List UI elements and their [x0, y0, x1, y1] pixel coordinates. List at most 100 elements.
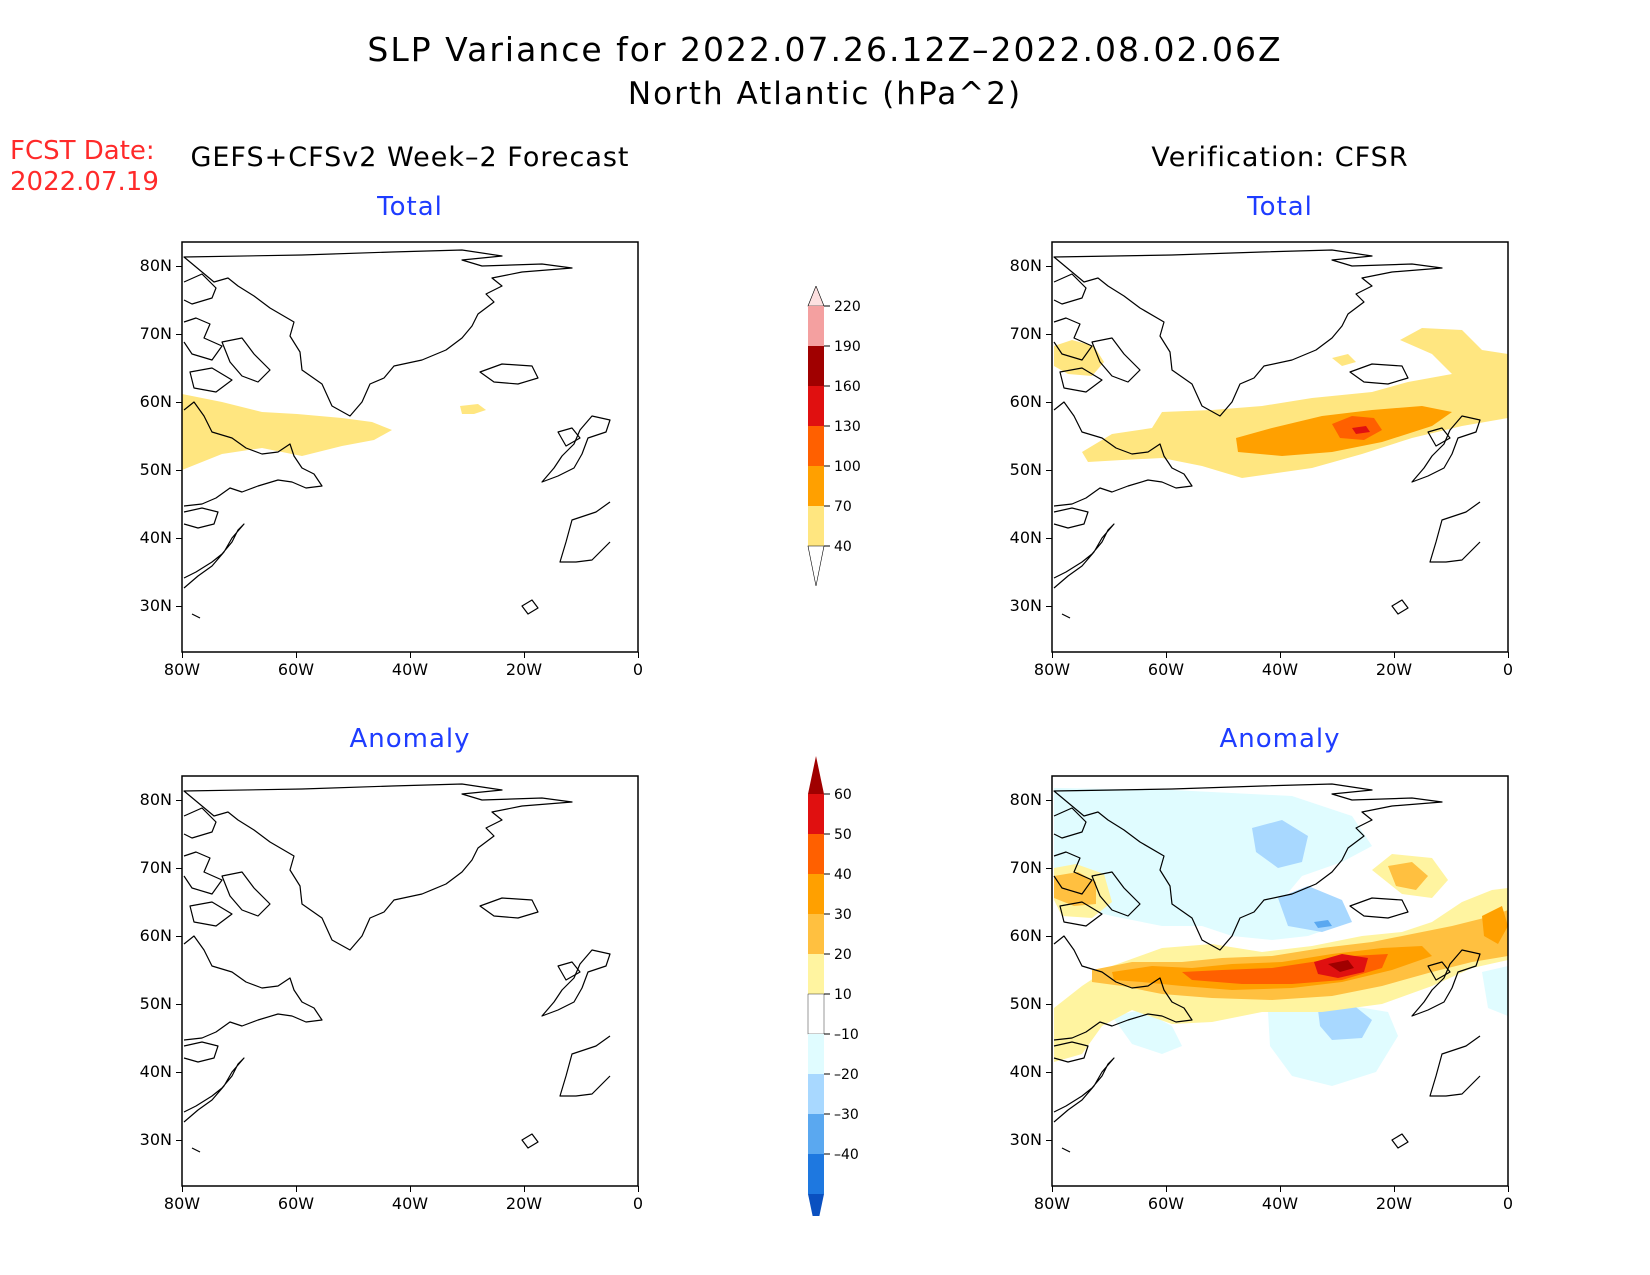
lat-tick-mark: [176, 936, 182, 937]
colorbar-upper-arrow: [808, 756, 824, 794]
main-subtitle: North Atlantic (hPa^2): [627, 76, 1023, 112]
verification-anomaly-map: [1051, 775, 1509, 1187]
colorbar-tick-label: 40: [834, 867, 852, 883]
verification-anomaly-pos20-shade-baffin: [1054, 872, 1096, 906]
lon-tick-label: 0: [1502, 660, 1514, 679]
lon-tick-label: 20W: [1375, 1194, 1413, 1213]
lon-tick-mark: [1052, 652, 1053, 658]
lat-tick-mark: [1046, 1004, 1052, 1005]
colorbar-tick-label: 30: [834, 907, 852, 923]
colorbar-tick-label: 70: [834, 499, 852, 515]
lat-tick-label: 70N: [139, 324, 172, 343]
verification-anomaly-neg20-shade-denmark: [1278, 886, 1352, 932]
lat-tick-label: 50N: [139, 994, 172, 1013]
lon-tick-mark: [296, 1186, 297, 1192]
lon-tick-mark: [1280, 652, 1281, 658]
verification-total-map: [1051, 241, 1509, 653]
lat-tick-mark: [1046, 1072, 1052, 1073]
lat-tick-label: 40N: [1009, 528, 1042, 547]
verification-anomaly-neg10-shade: [1054, 788, 1372, 940]
lon-tick-label: 80W: [1033, 660, 1071, 679]
verification-anomaly-neg20-shade: [1252, 820, 1308, 868]
lon-tick-mark: [1052, 1186, 1053, 1192]
lat-tick-label: 80N: [1009, 790, 1042, 809]
lon-tick-mark: [1508, 1186, 1509, 1192]
lat-tick-label: 70N: [1009, 858, 1042, 877]
lat-tick-label: 30N: [1009, 1130, 1042, 1149]
lon-tick-mark: [1508, 652, 1509, 658]
lat-tick-mark: [1046, 470, 1052, 471]
colorbar-tick-label: 160: [834, 379, 861, 395]
lat-tick-mark: [176, 606, 182, 607]
lon-tick-label: 60W: [1147, 660, 1185, 679]
lat-tick-mark: [176, 538, 182, 539]
colorbar-tick-label: 220: [834, 299, 861, 315]
lon-tick-label: 40W: [391, 1194, 429, 1213]
lat-tick-mark: [1046, 868, 1052, 869]
lon-tick-label: 40W: [1261, 660, 1299, 679]
lat-tick-mark: [176, 1072, 182, 1073]
lat-tick-label: 50N: [139, 460, 172, 479]
forecast-date-value: 2022.07.19: [10, 167, 159, 197]
forecast-total-variance-40-shade-small: [460, 404, 486, 414]
lat-tick-mark: [176, 800, 182, 801]
forecast-date: FCST Date: 2022.07.19: [10, 136, 159, 198]
colorbar-swatch: [808, 506, 824, 546]
verification-anomaly-neg10-shade-east: [1482, 966, 1508, 1016]
verification-total-40-shade: [1082, 362, 1508, 478]
lon-tick-mark: [1166, 652, 1167, 658]
lat-tick-mark: [1046, 402, 1052, 403]
lon-tick-mark: [410, 652, 411, 658]
lon-tick-mark: [524, 652, 525, 658]
lat-tick-mark: [1046, 266, 1052, 267]
lon-tick-label: 40W: [391, 660, 429, 679]
colorbar-swatch: [808, 1034, 824, 1074]
lat-tick-label: 80N: [139, 256, 172, 275]
colorbar-swatch: [808, 954, 824, 994]
lat-tick-label: 30N: [139, 1130, 172, 1149]
lat-tick-label: 40N: [139, 528, 172, 547]
colorbar-tick-label: 100: [834, 459, 861, 475]
colorbar-swatch: [808, 1154, 824, 1194]
lon-tick-label: 80W: [163, 660, 201, 679]
colorbar-tick-label: –40: [834, 1147, 859, 1163]
lat-tick-label: 80N: [139, 790, 172, 809]
colorbar-swatch: [807, 993, 825, 1035]
lon-tick-mark: [1280, 1186, 1281, 1192]
verification-total-40-shade-north: [1400, 328, 1508, 374]
colorbar-lower-arrow: [807, 545, 825, 587]
forecast-anomaly-map: [181, 775, 639, 1187]
lat-tick-label: 70N: [139, 858, 172, 877]
lon-tick-mark: [182, 1186, 183, 1192]
colorbar-swatch: [808, 466, 824, 506]
colorbar-tick-label: –10: [834, 1027, 859, 1043]
lat-tick-mark: [1046, 800, 1052, 801]
lat-tick-label: 60N: [139, 926, 172, 945]
forecast-total-variance-40-shade: [182, 394, 392, 470]
lat-tick-mark: [1046, 1140, 1052, 1141]
lon-tick-label: 60W: [277, 660, 315, 679]
lon-tick-label: 0: [1502, 1194, 1514, 1213]
lon-tick-mark: [524, 1186, 525, 1192]
lon-tick-mark: [182, 652, 183, 658]
colorbar-tick-label: –20: [834, 1067, 859, 1083]
lon-tick-label: 0: [632, 660, 644, 679]
forecast-date-label: FCST Date:: [10, 136, 155, 166]
colorbar-swatch: [808, 1074, 824, 1114]
lat-tick-label: 60N: [1009, 926, 1042, 945]
lat-tick-label: 60N: [139, 392, 172, 411]
lon-tick-label: 60W: [277, 1194, 315, 1213]
lon-tick-mark: [1394, 652, 1395, 658]
lat-tick-mark: [176, 266, 182, 267]
lon-tick-mark: [638, 1186, 639, 1192]
forecast-total-map: [181, 241, 639, 653]
main-title: SLP Variance for 2022.07.26.12Z–2022.08.…: [367, 30, 1283, 69]
lon-tick-label: 80W: [1033, 1194, 1071, 1213]
lon-tick-label: 60W: [1147, 1194, 1185, 1213]
lat-tick-label: 80N: [1009, 256, 1042, 275]
verification-anomaly-pos60-shade: [1328, 960, 1354, 972]
map-frame: [181, 775, 639, 1187]
lat-tick-label: 50N: [1009, 460, 1042, 479]
colorbar-tick-label: 130: [834, 419, 861, 435]
lat-tick-mark: [176, 1004, 182, 1005]
